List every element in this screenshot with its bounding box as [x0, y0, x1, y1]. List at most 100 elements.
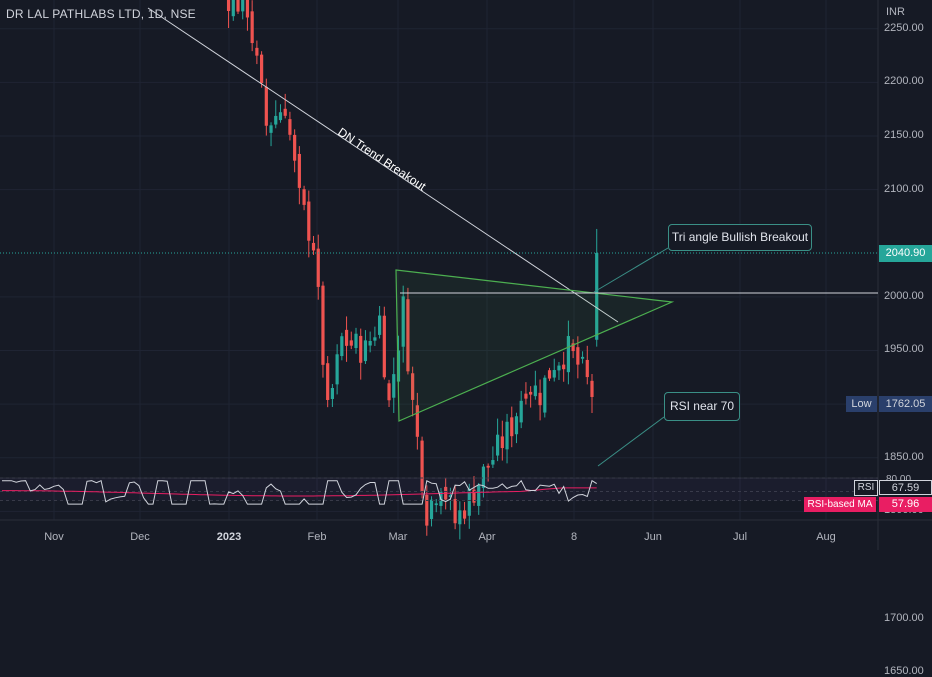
- time-tick: Dec: [130, 531, 150, 543]
- time-tick: Jul: [732, 531, 748, 543]
- candle: [510, 406, 514, 448]
- candle: [429, 496, 434, 527]
- candle: [236, 0, 240, 15]
- candle: [401, 285, 405, 363]
- price-tick: 2100.00: [884, 182, 924, 195]
- rsi-callout-pointer: [597, 416, 665, 467]
- price-tick: 2200.00: [884, 75, 924, 88]
- candle: [529, 386, 533, 408]
- candle: [378, 306, 382, 339]
- candle: [274, 100, 278, 129]
- time-tick: Jun: [644, 531, 662, 543]
- candle: [344, 316, 349, 362]
- candle: [434, 499, 438, 513]
- candle: [382, 306, 386, 380]
- candle: [231, 0, 235, 21]
- candle: [363, 330, 368, 365]
- candle: [260, 51, 264, 88]
- candle: [307, 190, 311, 258]
- chart-canvas[interactable]: DN Trend Breakout: [0, 0, 932, 550]
- candle: [321, 281, 325, 378]
- candle: [519, 390, 523, 429]
- candle: [585, 345, 589, 385]
- time-tick: Apr: [478, 531, 496, 543]
- candle: [283, 93, 287, 119]
- time-tick: 8: [570, 531, 578, 543]
- time-tick: Aug: [816, 531, 836, 543]
- rsi-top-tick: 80.00: [886, 474, 911, 485]
- candle: [255, 40, 259, 65]
- candle: [415, 392, 419, 450]
- chart-title: DR LAL PATHLABS LTD, 1D, NSE: [6, 7, 196, 21]
- candle: [595, 228, 599, 347]
- candle: [562, 351, 566, 382]
- triangle-callout-text: Tri angle Bullish Breakout: [671, 230, 809, 244]
- candle: [354, 327, 358, 354]
- downtrend-line: [147, 7, 619, 323]
- price-tick: 1850.00: [884, 450, 924, 463]
- rsi-ma-value: 57.96: [879, 497, 932, 512]
- candle: [335, 344, 339, 395]
- price-tick: 1950.00: [884, 343, 924, 356]
- candle: [500, 420, 504, 461]
- time-tick: Mar: [388, 531, 408, 543]
- candle: [543, 375, 547, 418]
- rsi-band: [0, 478, 878, 501]
- rsi-ma-line: [2, 487, 597, 497]
- triangle-pattern: [395, 269, 675, 422]
- candlestick-series: [226, 0, 599, 540]
- last-price-tag: 2040.90: [879, 245, 932, 262]
- candle: [311, 235, 316, 255]
- rsi-ma-label: RSI-based MA: [804, 497, 876, 512]
- candle: [293, 129, 297, 173]
- candle: [486, 463, 490, 482]
- candle: [580, 351, 585, 364]
- price-tick: 1700.00: [884, 611, 924, 624]
- candle: [387, 379, 391, 407]
- candle: [411, 366, 415, 417]
- rsi-panel: [0, 477, 878, 505]
- candle: [566, 320, 570, 385]
- triangle-callout-pointer: [593, 247, 669, 293]
- time-tick: Nov: [44, 531, 64, 543]
- candle: [514, 412, 519, 444]
- currency-label: INR: [886, 6, 905, 18]
- triangle-callout[interactable]: Tri angle Bullish Breakout: [668, 224, 812, 251]
- price-tick: 2000.00: [884, 289, 924, 302]
- rsi-callout-text: RSI near 70: [669, 399, 735, 413]
- candle: [590, 374, 594, 413]
- candle: [245, 0, 250, 31]
- candle: [302, 185, 306, 211]
- candle: [524, 382, 528, 405]
- candle: [241, 0, 245, 20]
- candle: [297, 146, 301, 205]
- low-label: Low: [846, 396, 877, 412]
- rsi-label: RSI: [854, 480, 878, 496]
- candle: [491, 446, 495, 468]
- candle: [316, 234, 320, 300]
- candle: [250, 0, 254, 52]
- candle: [269, 122, 273, 147]
- time-tick: 2023: [216, 531, 242, 543]
- candle: [340, 332, 344, 361]
- candle: [359, 328, 363, 380]
- low-value: 1762.05: [879, 396, 932, 412]
- candle: [420, 436, 424, 499]
- candle: [392, 357, 396, 413]
- candle: [552, 358, 556, 382]
- trend-label: DN Trend Breakout: [335, 125, 429, 194]
- time-tick: Feb: [307, 531, 327, 543]
- candle: [538, 379, 542, 421]
- price-tick: 2150.00: [884, 128, 924, 141]
- candle: [571, 339, 575, 359]
- grid-lines: [0, 0, 932, 550]
- candle: [533, 370, 537, 400]
- candle: [264, 78, 268, 136]
- rsi-callout[interactable]: RSI near 70: [664, 392, 740, 421]
- rsi-line: [2, 479, 597, 505]
- candle: [330, 383, 334, 407]
- rsi-value: 67.59: [879, 480, 932, 495]
- candle: [368, 331, 372, 353]
- candle: [462, 501, 467, 525]
- candle: [453, 485, 457, 530]
